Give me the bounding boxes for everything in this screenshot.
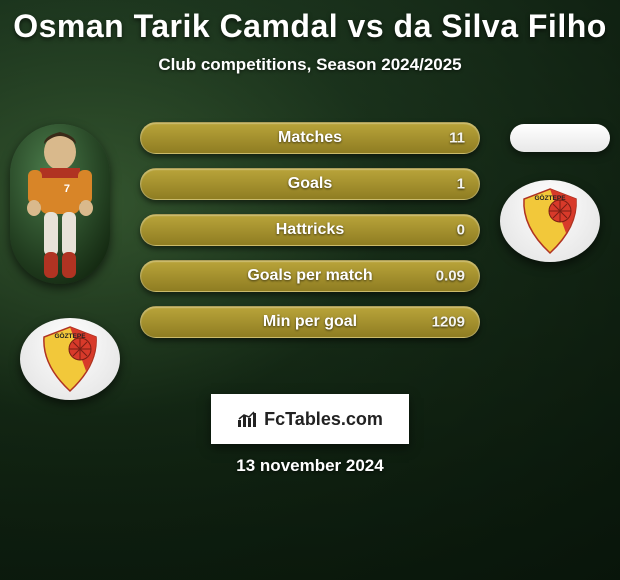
- stat-label: Min per goal: [263, 313, 357, 331]
- stats-list: Matches 11 Goals 1 Hattricks 0 Goals per…: [140, 122, 480, 352]
- svg-text:7: 7: [64, 183, 70, 195]
- stat-row-goals: Goals 1: [140, 168, 480, 200]
- stat-label: Goals per match: [247, 267, 372, 285]
- stat-label: Hattricks: [276, 221, 344, 239]
- player1-club-badge: GÖZTEPE: [20, 318, 120, 400]
- stat-label: Matches: [278, 129, 342, 147]
- club-name-text: GÖZTEPE: [534, 193, 566, 202]
- stat-row-matches: Matches 11: [140, 122, 480, 154]
- stat-row-goals-per-match: Goals per match 0.09: [140, 260, 480, 292]
- brand-watermark: FcTables.com: [211, 394, 409, 444]
- stat-value: 0.09: [436, 268, 465, 285]
- page-title: Osman Tarik Camdal vs da Silva Filho: [0, 0, 620, 45]
- player1-avatar: 7: [10, 124, 110, 284]
- subtitle: Club competitions, Season 2024/2025: [0, 55, 620, 75]
- stat-row-min-per-goal: Min per goal 1209: [140, 306, 480, 338]
- stat-value: 11: [449, 130, 465, 147]
- player1-illustration: 7: [10, 124, 110, 284]
- stat-row-hattricks: Hattricks 0: [140, 214, 480, 246]
- player2-avatar-placeholder: [510, 124, 610, 152]
- date-text: 13 november 2024: [236, 456, 383, 476]
- chart-icon: [237, 410, 259, 428]
- goztepe-crest-icon: GÖZTEPE: [514, 185, 586, 257]
- brand-text: FcTables.com: [237, 409, 383, 430]
- card-content: Osman Tarik Camdal vs da Silva Filho Clu…: [0, 0, 620, 580]
- player2-club-badge: GÖZTEPE: [500, 180, 600, 262]
- brand-label: FcTables.com: [264, 409, 383, 430]
- stat-value: 1209: [432, 314, 465, 331]
- stat-value: 0: [457, 222, 465, 239]
- club-name-text: GÖZTEPE: [54, 331, 86, 340]
- stat-value: 1: [457, 176, 465, 193]
- stat-label: Goals: [288, 175, 332, 193]
- goztepe-crest-icon: GÖZTEPE: [34, 323, 106, 395]
